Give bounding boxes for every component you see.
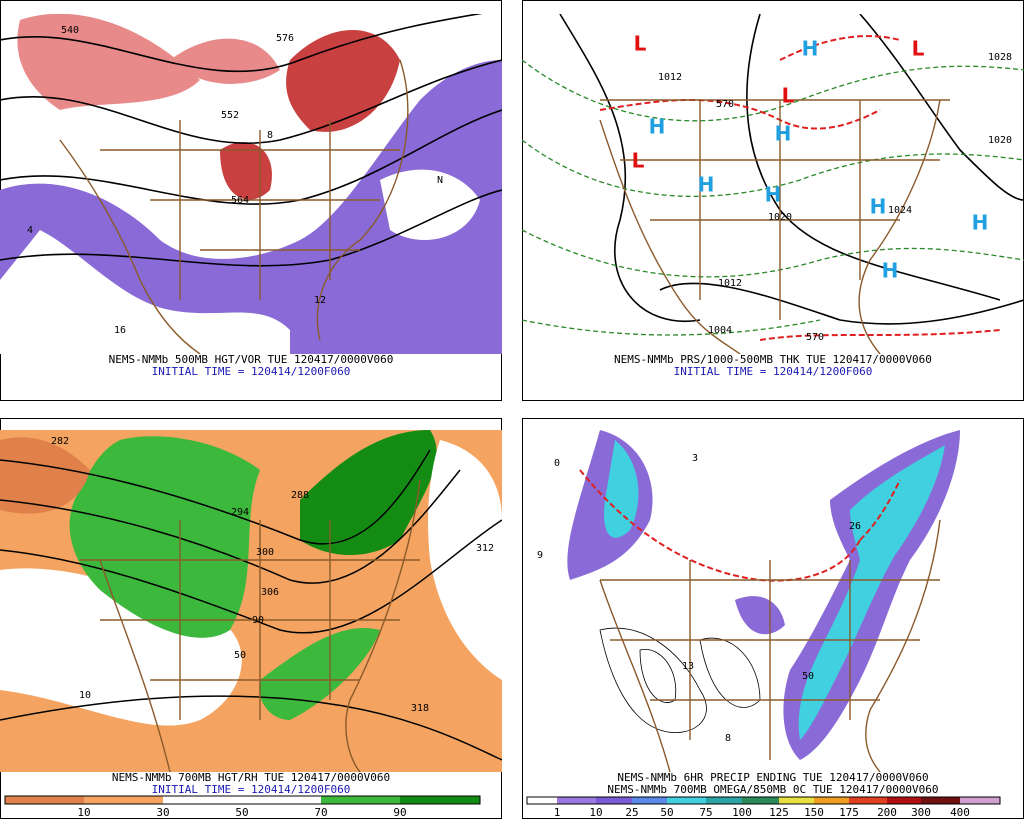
low-marker: L bbox=[634, 32, 647, 56]
contour-label: 9 bbox=[537, 550, 543, 561]
legend-label: 150 bbox=[804, 806, 824, 819]
rh-field bbox=[0, 430, 502, 772]
legend-label: 75 bbox=[699, 806, 712, 819]
low-marker: L bbox=[912, 37, 925, 61]
contour-label: 1020 bbox=[768, 212, 792, 223]
contour-label: 1012 bbox=[658, 72, 682, 83]
high-marker: H bbox=[765, 183, 782, 207]
contour-label: 26 bbox=[849, 521, 861, 532]
legend-label: 175 bbox=[839, 806, 859, 819]
high-marker: H bbox=[870, 195, 887, 219]
initial-time: INITIAL TIME = 120414/1200F060 bbox=[152, 365, 351, 378]
precip-colorbar bbox=[526, 796, 1001, 805]
precip-field bbox=[567, 430, 960, 772]
contour-label: 552 bbox=[221, 110, 239, 121]
high-marker: H bbox=[882, 259, 899, 283]
legend-label: 50 bbox=[660, 806, 673, 819]
contour-label: 12 bbox=[314, 295, 326, 306]
contour-label: 16 bbox=[114, 325, 126, 336]
pressure-field bbox=[522, 14, 1024, 354]
legend-label: 10 bbox=[77, 806, 90, 819]
high-marker: H bbox=[775, 122, 792, 146]
legend-label: 90 bbox=[393, 806, 406, 819]
contour-label: 3 bbox=[692, 453, 698, 464]
contour-label: 576 bbox=[276, 33, 294, 44]
panel-caption: NEMS-NMMb 700MB HGT/RH TUE 120417/0000V0… bbox=[112, 771, 390, 784]
contour-label: 570 bbox=[716, 99, 734, 110]
contour-label: 13 bbox=[682, 661, 694, 672]
contour-label: 312 bbox=[476, 543, 494, 554]
low-marker: L bbox=[632, 149, 645, 173]
contour-label: 306 bbox=[261, 587, 279, 598]
legend-label: 1 bbox=[554, 806, 561, 819]
legend-label: 125 bbox=[769, 806, 789, 819]
contour-label: 90 bbox=[252, 615, 264, 626]
panel-caption: NEMS-NMMb 500MB HGT/VOR TUE 120417/0000V… bbox=[109, 353, 394, 366]
contour-label: 294 bbox=[231, 507, 249, 518]
legend-label: 400 bbox=[950, 806, 970, 819]
contour-label: 540 bbox=[61, 25, 79, 36]
legend-label: 200 bbox=[877, 806, 897, 819]
contour-label: 1004 bbox=[708, 325, 732, 336]
legend-label: 25 bbox=[625, 806, 638, 819]
panel-caption: NEMS-NMMb PRS/1000-500MB THK TUE 120417/… bbox=[614, 353, 932, 366]
contour-label: 300 bbox=[256, 547, 274, 558]
panel-caption: NEMS-NMMb 6HR PRECIP ENDING TUE 120417/0… bbox=[617, 771, 928, 784]
contour-label: 1024 bbox=[888, 205, 912, 216]
initial-time: INITIAL TIME = 120414/1200F060 bbox=[152, 783, 351, 796]
contour-label: 318 bbox=[411, 703, 429, 714]
contour-label: 8 bbox=[267, 130, 273, 141]
high-marker: H bbox=[698, 173, 715, 197]
contour-label: 1012 bbox=[718, 278, 742, 289]
contour-label: 4 bbox=[27, 225, 33, 236]
initial-time: INITIAL TIME = 120414/1200F060 bbox=[674, 365, 873, 378]
contour-label: 50 bbox=[234, 650, 246, 661]
contour-label: 1020 bbox=[988, 135, 1012, 146]
contour-label: 570 bbox=[806, 332, 824, 343]
contour-label: 50 bbox=[802, 671, 814, 682]
legend-label: 50 bbox=[235, 806, 248, 819]
rh-colorbar bbox=[4, 795, 481, 805]
panel-subcaption: NEMS-NMMb 700MB OMEGA/850MB 0C TUE 12041… bbox=[607, 783, 938, 796]
contour-label: N bbox=[437, 175, 443, 186]
contour-label: 1028 bbox=[988, 52, 1012, 63]
vorticity-field bbox=[0, 14, 502, 354]
legend-label: 300 bbox=[911, 806, 931, 819]
contour-label: 8 bbox=[725, 733, 731, 744]
high-marker: H bbox=[802, 37, 819, 61]
legend-label: 100 bbox=[732, 806, 752, 819]
contour-label: 564 bbox=[231, 195, 249, 206]
contour-label: 10 bbox=[79, 690, 91, 701]
legend-label: 70 bbox=[314, 806, 327, 819]
legend-label: 30 bbox=[156, 806, 169, 819]
legend-label: 10 bbox=[589, 806, 602, 819]
high-marker: H bbox=[649, 115, 666, 139]
low-marker: L bbox=[782, 84, 795, 108]
contour-label: 282 bbox=[51, 436, 69, 447]
high-marker: H bbox=[972, 211, 989, 235]
contour-label: 0 bbox=[554, 458, 560, 469]
contour-label: 288 bbox=[291, 490, 309, 501]
